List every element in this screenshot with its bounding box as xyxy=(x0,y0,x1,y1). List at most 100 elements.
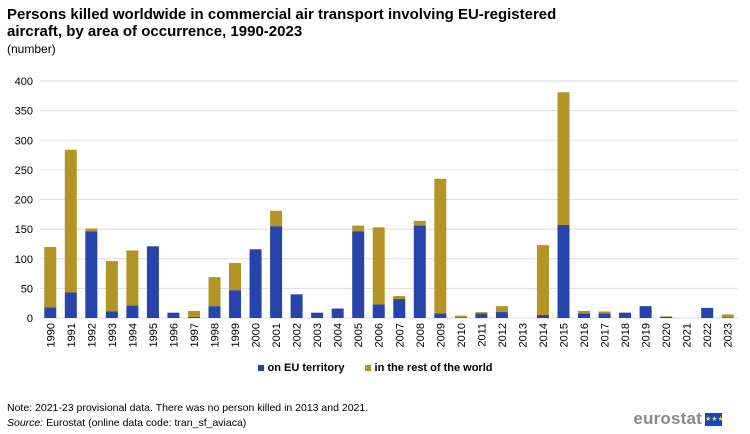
note-prefix: Note: xyxy=(7,402,33,414)
logo-text: eurostat xyxy=(633,409,702,428)
bar-eu xyxy=(290,294,303,318)
x-tick-label: 1991 xyxy=(66,323,78,347)
y-tick-label: 50 xyxy=(21,283,33,295)
x-tick-label: 2005 xyxy=(353,323,365,347)
bar-eu xyxy=(598,313,611,318)
x-tick-label: 2018 xyxy=(620,323,632,347)
legend-swatch-world xyxy=(364,365,371,371)
bar-eu xyxy=(578,313,591,318)
bar-eu xyxy=(372,304,385,318)
bar-world xyxy=(578,310,591,314)
bar-eu xyxy=(105,311,118,318)
bar-eu xyxy=(331,308,344,318)
bar-chart: 0 50 100 150 200 250 300 350 400 1990 1991 1992 1993… xyxy=(15,76,738,347)
bar-world xyxy=(475,312,488,314)
footnotes: Note: 2021-23 provisional data. There wa… xyxy=(7,401,368,431)
bar-world xyxy=(372,227,385,305)
bar-eu xyxy=(249,249,262,318)
y-tick-label: 200 xyxy=(15,195,33,207)
x-tick-label: 2008 xyxy=(415,323,427,347)
bar-eu xyxy=(660,316,673,318)
x-tick-label: 2000 xyxy=(251,323,263,347)
bar-world xyxy=(598,311,611,314)
chart-title: Persons killed worldwide in commercial a… xyxy=(7,6,557,40)
x-tick-label: 1994 xyxy=(127,323,139,347)
x-tick-label: 2015 xyxy=(559,323,571,347)
note-line: Note: 2021-23 provisional data. There wa… xyxy=(7,401,368,416)
bar-eu xyxy=(639,306,652,318)
bar-eu xyxy=(270,226,283,318)
x-tick-label: 2016 xyxy=(579,323,591,347)
bar-world xyxy=(44,246,57,308)
legend: on EU territory in the rest of the world xyxy=(0,362,750,374)
legend-item-world: in the rest of the world xyxy=(364,362,493,374)
bar-eu xyxy=(475,313,488,318)
bar-eu xyxy=(454,317,467,318)
y-tick-label: 400 xyxy=(15,76,33,88)
source-prefix: Source: xyxy=(7,417,44,429)
x-tick-label: 1996 xyxy=(168,323,180,347)
bar-world xyxy=(208,277,221,307)
bar-world xyxy=(393,296,406,300)
bar-world xyxy=(85,228,98,232)
bar-world xyxy=(105,261,118,312)
bar-eu xyxy=(187,316,200,318)
bar-world xyxy=(495,306,508,313)
bar-world xyxy=(229,262,242,291)
bar-world xyxy=(64,149,77,293)
x-tick-label: 2023 xyxy=(723,323,735,347)
x-tick-label: 1993 xyxy=(107,323,119,347)
bar-world xyxy=(352,225,365,232)
bar-world xyxy=(270,210,283,227)
legend-label-world: in the rest of the world xyxy=(374,362,493,374)
y-tick-label: 250 xyxy=(15,165,33,177)
x-tick-label: 2002 xyxy=(292,323,304,347)
bar-eu xyxy=(167,312,180,318)
note-text: 2021-23 provisional data. There was no p… xyxy=(32,402,369,414)
x-tick-label: 1990 xyxy=(45,323,57,347)
y-tick-label: 350 xyxy=(15,106,33,118)
bar-eu xyxy=(85,231,98,318)
bar-eu xyxy=(721,317,734,318)
bar-eu xyxy=(44,307,57,318)
bar-eu xyxy=(352,231,365,318)
legend-item-eu: on EU territory xyxy=(257,362,345,374)
bar-world xyxy=(126,250,139,306)
x-tick-label: 2017 xyxy=(600,323,612,347)
legend-swatch-eu xyxy=(257,365,264,371)
y-tick-label: 100 xyxy=(15,254,33,266)
x-tick-label: 1992 xyxy=(86,323,98,347)
bar-eu xyxy=(536,315,549,318)
bar-eu xyxy=(619,312,632,318)
eu-flag-icon: ★★★ xyxy=(705,412,724,426)
bar-eu xyxy=(393,299,406,318)
x-tick-label: 2014 xyxy=(538,323,550,347)
x-tick-label: 2022 xyxy=(702,323,714,347)
eurostat-logo[interactable]: eurostat ★★★ xyxy=(633,409,724,429)
x-tick-label: 2001 xyxy=(271,323,283,347)
x-tick-label: 1999 xyxy=(230,323,242,347)
bar-eu xyxy=(208,306,221,318)
bar-world xyxy=(721,314,734,318)
x-tick-label: 2013 xyxy=(517,323,529,347)
bar-eu xyxy=(126,305,139,318)
bar-eu xyxy=(557,224,570,318)
y-tick-label: 0 xyxy=(27,313,33,325)
source-text: Eurostat (online data code: tran_sf_avia… xyxy=(43,417,247,429)
x-tick-label: 2007 xyxy=(394,323,406,347)
bar-world xyxy=(454,315,467,318)
x-tick-label: 2004 xyxy=(333,323,345,347)
bar-world xyxy=(413,220,426,226)
bar-eu xyxy=(701,307,714,318)
x-tick-label: 1997 xyxy=(189,323,201,347)
x-tick-label: 2003 xyxy=(312,323,324,347)
bar-eu xyxy=(413,225,426,318)
bar-world xyxy=(434,178,447,314)
bar-eu xyxy=(64,292,77,318)
x-tick-label: 2020 xyxy=(661,323,673,347)
x-tick-label: 1998 xyxy=(210,323,222,347)
bar-world xyxy=(187,310,200,317)
bar-world xyxy=(660,316,673,317)
x-tick-label: 2006 xyxy=(374,323,386,347)
bar-eu xyxy=(311,312,324,318)
